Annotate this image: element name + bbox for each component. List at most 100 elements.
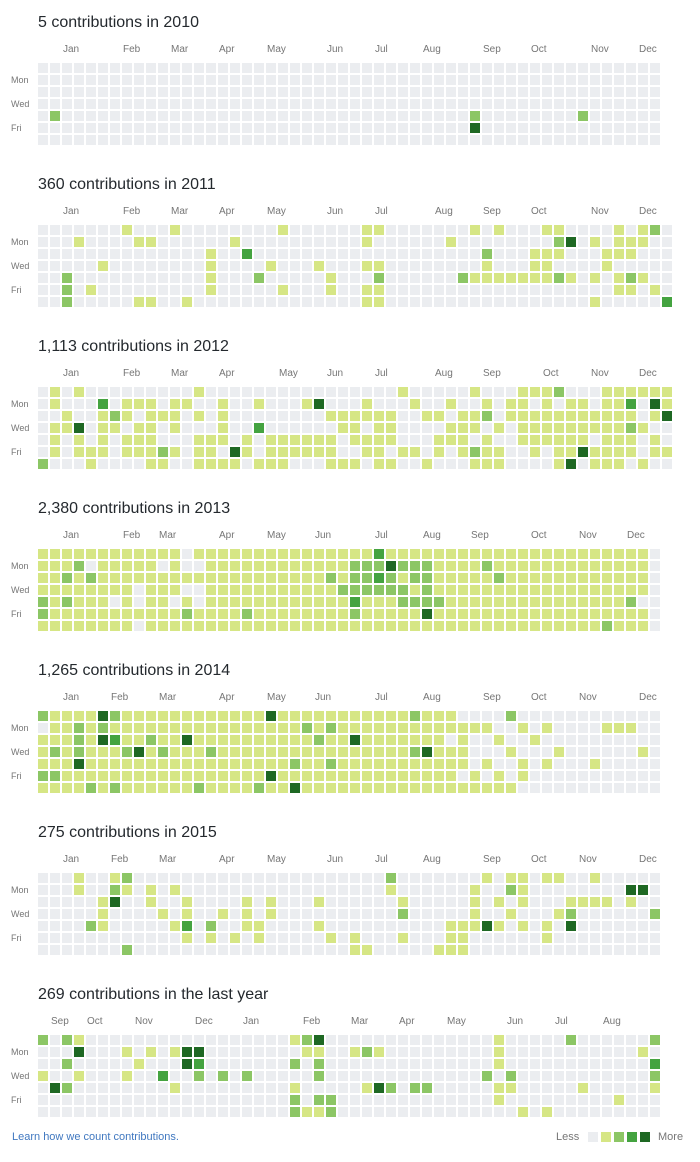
day-cell[interactable] xyxy=(506,933,516,943)
day-cell[interactable] xyxy=(590,411,600,421)
day-cell[interactable] xyxy=(38,759,48,769)
day-cell[interactable] xyxy=(50,1071,60,1081)
day-cell[interactable] xyxy=(554,435,564,445)
day-cell[interactable] xyxy=(230,759,240,769)
day-cell[interactable] xyxy=(194,1047,204,1057)
day-cell[interactable] xyxy=(542,945,552,955)
day-cell[interactable] xyxy=(326,399,336,409)
day-cell[interactable] xyxy=(578,1107,588,1117)
day-cell[interactable] xyxy=(434,933,444,943)
day-cell[interactable] xyxy=(134,1071,144,1081)
day-cell[interactable] xyxy=(38,873,48,883)
day-cell[interactable] xyxy=(230,573,240,583)
day-cell[interactable] xyxy=(254,285,264,295)
day-cell[interactable] xyxy=(242,249,252,259)
day-cell[interactable] xyxy=(62,1059,72,1069)
day-cell[interactable] xyxy=(86,135,96,145)
day-cell[interactable] xyxy=(374,909,384,919)
day-cell[interactable] xyxy=(506,1071,516,1081)
day-cell[interactable] xyxy=(662,459,672,469)
day-cell[interactable] xyxy=(86,609,96,619)
day-cell[interactable] xyxy=(266,711,276,721)
day-cell[interactable] xyxy=(86,111,96,121)
day-cell[interactable] xyxy=(626,1095,636,1105)
day-cell[interactable] xyxy=(290,921,300,931)
day-cell[interactable] xyxy=(482,1059,492,1069)
day-cell[interactable] xyxy=(494,873,504,883)
day-cell[interactable] xyxy=(314,447,324,457)
day-cell[interactable] xyxy=(74,621,84,631)
day-cell[interactable] xyxy=(626,933,636,943)
day-cell[interactable] xyxy=(314,921,324,931)
day-cell[interactable] xyxy=(422,747,432,757)
day-cell[interactable] xyxy=(602,759,612,769)
day-cell[interactable] xyxy=(446,387,456,397)
day-cell[interactable] xyxy=(434,387,444,397)
day-cell[interactable] xyxy=(434,423,444,433)
day-cell[interactable] xyxy=(158,273,168,283)
day-cell[interactable] xyxy=(62,1071,72,1081)
day-cell[interactable] xyxy=(122,225,132,235)
day-cell[interactable] xyxy=(134,411,144,421)
day-cell[interactable] xyxy=(314,459,324,469)
day-cell[interactable] xyxy=(530,261,540,271)
day-cell[interactable] xyxy=(518,123,528,133)
day-cell[interactable] xyxy=(170,225,180,235)
day-cell[interactable] xyxy=(242,1095,252,1105)
day-cell[interactable] xyxy=(38,285,48,295)
day-cell[interactable] xyxy=(530,1059,540,1069)
day-cell[interactable] xyxy=(38,1083,48,1093)
day-cell[interactable] xyxy=(290,285,300,295)
day-cell[interactable] xyxy=(506,1035,516,1045)
day-cell[interactable] xyxy=(650,735,660,745)
day-cell[interactable] xyxy=(434,1035,444,1045)
day-cell[interactable] xyxy=(398,249,408,259)
day-cell[interactable] xyxy=(374,1083,384,1093)
day-cell[interactable] xyxy=(374,261,384,271)
day-cell[interactable] xyxy=(290,1095,300,1105)
day-cell[interactable] xyxy=(410,135,420,145)
day-cell[interactable] xyxy=(230,111,240,121)
day-cell[interactable] xyxy=(230,933,240,943)
day-cell[interactable] xyxy=(494,447,504,457)
day-cell[interactable] xyxy=(650,99,660,109)
day-cell[interactable] xyxy=(626,435,636,445)
day-cell[interactable] xyxy=(50,237,60,247)
day-cell[interactable] xyxy=(446,561,456,571)
day-cell[interactable] xyxy=(350,123,360,133)
day-cell[interactable] xyxy=(602,771,612,781)
day-cell[interactable] xyxy=(38,711,48,721)
day-cell[interactable] xyxy=(398,747,408,757)
day-cell[interactable] xyxy=(578,909,588,919)
day-cell[interactable] xyxy=(518,783,528,793)
day-cell[interactable] xyxy=(266,909,276,919)
day-cell[interactable] xyxy=(134,285,144,295)
day-cell[interactable] xyxy=(266,261,276,271)
day-cell[interactable] xyxy=(218,921,228,931)
day-cell[interactable] xyxy=(422,1047,432,1057)
day-cell[interactable] xyxy=(374,99,384,109)
day-cell[interactable] xyxy=(650,423,660,433)
day-cell[interactable] xyxy=(590,123,600,133)
day-cell[interactable] xyxy=(338,111,348,121)
day-cell[interactable] xyxy=(38,561,48,571)
day-cell[interactable] xyxy=(242,111,252,121)
day-cell[interactable] xyxy=(86,597,96,607)
day-cell[interactable] xyxy=(482,87,492,97)
day-cell[interactable] xyxy=(410,549,420,559)
day-cell[interactable] xyxy=(290,597,300,607)
day-cell[interactable] xyxy=(206,873,216,883)
day-cell[interactable] xyxy=(86,1071,96,1081)
day-cell[interactable] xyxy=(362,87,372,97)
day-cell[interactable] xyxy=(266,1035,276,1045)
day-cell[interactable] xyxy=(410,285,420,295)
day-cell[interactable] xyxy=(578,723,588,733)
day-cell[interactable] xyxy=(314,897,324,907)
day-cell[interactable] xyxy=(278,63,288,73)
day-cell[interactable] xyxy=(590,387,600,397)
day-cell[interactable] xyxy=(626,609,636,619)
day-cell[interactable] xyxy=(338,909,348,919)
day-cell[interactable] xyxy=(410,771,420,781)
day-cell[interactable] xyxy=(626,735,636,745)
day-cell[interactable] xyxy=(650,297,660,307)
